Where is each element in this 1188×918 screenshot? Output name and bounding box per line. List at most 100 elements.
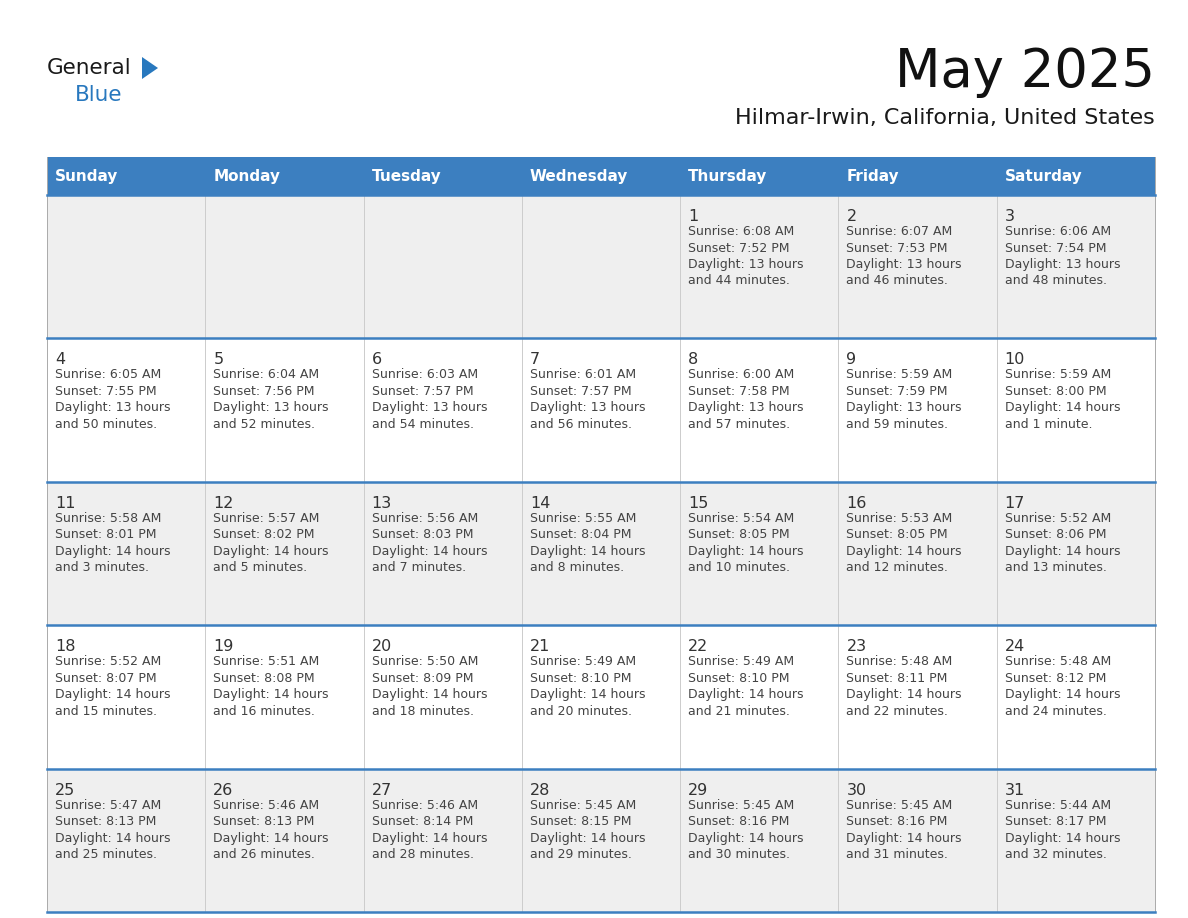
Text: Daylight: 14 hours: Daylight: 14 hours [372, 832, 487, 845]
Bar [48, 157, 1155, 195]
Text: Saturday: Saturday [1005, 169, 1082, 184]
Text: Tuesday: Tuesday [372, 169, 441, 184]
Text: Daylight: 14 hours: Daylight: 14 hours [372, 544, 487, 558]
Text: Sunrise: 6:05 AM: Sunrise: 6:05 AM [55, 368, 162, 381]
Text: Sunset: 8:08 PM: Sunset: 8:08 PM [214, 672, 315, 685]
Text: Sunrise: 6:01 AM: Sunrise: 6:01 AM [530, 368, 636, 381]
Text: Sunset: 8:16 PM: Sunset: 8:16 PM [846, 815, 948, 828]
Text: 26: 26 [214, 783, 234, 798]
Text: 6: 6 [372, 353, 381, 367]
Text: Sunrise: 6:00 AM: Sunrise: 6:00 AM [688, 368, 795, 381]
Text: and 1 minute.: and 1 minute. [1005, 418, 1092, 431]
Text: Daylight: 13 hours: Daylight: 13 hours [530, 401, 645, 414]
Text: Sunset: 8:06 PM: Sunset: 8:06 PM [1005, 528, 1106, 542]
Text: 12: 12 [214, 496, 234, 510]
Text: and 24 minutes.: and 24 minutes. [1005, 705, 1106, 718]
Text: Sunrise: 5:52 AM: Sunrise: 5:52 AM [55, 655, 162, 668]
Text: 4: 4 [55, 353, 65, 367]
Text: Sunrise: 6:03 AM: Sunrise: 6:03 AM [372, 368, 478, 381]
Text: 31: 31 [1005, 783, 1025, 798]
Text: Sunset: 7:57 PM: Sunset: 7:57 PM [372, 385, 473, 397]
Text: 13: 13 [372, 496, 392, 510]
Text: and 50 minutes.: and 50 minutes. [55, 418, 157, 431]
Text: and 15 minutes.: and 15 minutes. [55, 705, 157, 718]
Text: Sunset: 7:58 PM: Sunset: 7:58 PM [688, 385, 790, 397]
Text: Sunset: 8:09 PM: Sunset: 8:09 PM [372, 672, 473, 685]
Text: Daylight: 14 hours: Daylight: 14 hours [372, 688, 487, 701]
Text: 29: 29 [688, 783, 708, 798]
Text: Daylight: 14 hours: Daylight: 14 hours [214, 832, 329, 845]
Text: Blue: Blue [75, 85, 122, 105]
Text: Sunset: 7:52 PM: Sunset: 7:52 PM [688, 241, 790, 254]
Text: and 12 minutes.: and 12 minutes. [846, 561, 948, 575]
Text: 22: 22 [688, 639, 708, 655]
Text: Sunset: 7:56 PM: Sunset: 7:56 PM [214, 385, 315, 397]
Text: Sunrise: 5:48 AM: Sunrise: 5:48 AM [1005, 655, 1111, 668]
Text: Sunset: 8:05 PM: Sunset: 8:05 PM [688, 528, 790, 542]
Text: Daylight: 14 hours: Daylight: 14 hours [214, 688, 329, 701]
Text: Sunset: 7:53 PM: Sunset: 7:53 PM [846, 241, 948, 254]
Text: Daylight: 13 hours: Daylight: 13 hours [688, 258, 803, 271]
Text: Sunday: Sunday [55, 169, 119, 184]
Text: Sunrise: 5:46 AM: Sunrise: 5:46 AM [372, 799, 478, 812]
Text: Sunset: 8:10 PM: Sunset: 8:10 PM [688, 672, 790, 685]
Text: Daylight: 13 hours: Daylight: 13 hours [214, 401, 329, 414]
Text: 27: 27 [372, 783, 392, 798]
Text: Daylight: 14 hours: Daylight: 14 hours [1005, 544, 1120, 558]
Text: Sunset: 7:55 PM: Sunset: 7:55 PM [55, 385, 157, 397]
Text: 7: 7 [530, 353, 541, 367]
Text: Daylight: 13 hours: Daylight: 13 hours [55, 401, 171, 414]
Text: and 26 minutes.: and 26 minutes. [214, 848, 315, 861]
Text: Daylight: 13 hours: Daylight: 13 hours [846, 258, 962, 271]
Text: and 56 minutes.: and 56 minutes. [530, 418, 632, 431]
Text: Sunrise: 5:45 AM: Sunrise: 5:45 AM [846, 799, 953, 812]
Text: Sunrise: 5:44 AM: Sunrise: 5:44 AM [1005, 799, 1111, 812]
Text: Sunrise: 5:46 AM: Sunrise: 5:46 AM [214, 799, 320, 812]
Text: and 28 minutes.: and 28 minutes. [372, 848, 474, 861]
Text: Friday: Friday [846, 169, 899, 184]
Text: and 31 minutes.: and 31 minutes. [846, 848, 948, 861]
Text: Daylight: 14 hours: Daylight: 14 hours [530, 688, 645, 701]
Text: 10: 10 [1005, 353, 1025, 367]
Text: 23: 23 [846, 639, 866, 655]
Text: Sunrise: 5:49 AM: Sunrise: 5:49 AM [530, 655, 636, 668]
Text: 28: 28 [530, 783, 550, 798]
Text: and 7 minutes.: and 7 minutes. [372, 561, 466, 575]
Text: Sunset: 8:14 PM: Sunset: 8:14 PM [372, 815, 473, 828]
Text: and 16 minutes.: and 16 minutes. [214, 705, 315, 718]
Text: Wednesday: Wednesday [530, 169, 628, 184]
Text: Daylight: 14 hours: Daylight: 14 hours [688, 544, 803, 558]
Text: 20: 20 [372, 639, 392, 655]
Text: Daylight: 14 hours: Daylight: 14 hours [55, 544, 171, 558]
Text: and 52 minutes.: and 52 minutes. [214, 418, 315, 431]
Text: Daylight: 13 hours: Daylight: 13 hours [1005, 258, 1120, 271]
Text: Sunrise: 5:45 AM: Sunrise: 5:45 AM [530, 799, 636, 812]
Text: Sunset: 8:04 PM: Sunset: 8:04 PM [530, 528, 631, 542]
Text: Sunrise: 5:57 AM: Sunrise: 5:57 AM [214, 512, 320, 525]
Text: and 46 minutes.: and 46 minutes. [846, 274, 948, 287]
Text: 25: 25 [55, 783, 75, 798]
Text: Sunrise: 5:55 AM: Sunrise: 5:55 AM [530, 512, 637, 525]
Text: May 2025: May 2025 [895, 46, 1155, 98]
Text: Sunrise: 5:56 AM: Sunrise: 5:56 AM [372, 512, 478, 525]
Text: Daylight: 14 hours: Daylight: 14 hours [55, 688, 171, 701]
Text: 16: 16 [846, 496, 867, 510]
Text: Sunset: 8:00 PM: Sunset: 8:00 PM [1005, 385, 1106, 397]
Text: Sunset: 8:03 PM: Sunset: 8:03 PM [372, 528, 473, 542]
Text: Sunset: 8:10 PM: Sunset: 8:10 PM [530, 672, 631, 685]
Text: 3: 3 [1005, 209, 1015, 224]
Text: 11: 11 [55, 496, 76, 510]
Text: Daylight: 14 hours: Daylight: 14 hours [530, 832, 645, 845]
Text: Daylight: 13 hours: Daylight: 13 hours [688, 401, 803, 414]
Text: Monday: Monday [214, 169, 280, 184]
Text: Sunrise: 6:08 AM: Sunrise: 6:08 AM [688, 225, 795, 238]
Polygon shape [143, 57, 158, 79]
Text: and 13 minutes.: and 13 minutes. [1005, 561, 1106, 575]
Text: and 20 minutes.: and 20 minutes. [530, 705, 632, 718]
Text: 21: 21 [530, 639, 550, 655]
Text: Sunset: 8:01 PM: Sunset: 8:01 PM [55, 528, 157, 542]
Text: Sunrise: 5:54 AM: Sunrise: 5:54 AM [688, 512, 795, 525]
Bar [48, 625, 1155, 768]
Text: 19: 19 [214, 639, 234, 655]
Text: Sunset: 7:54 PM: Sunset: 7:54 PM [1005, 241, 1106, 254]
